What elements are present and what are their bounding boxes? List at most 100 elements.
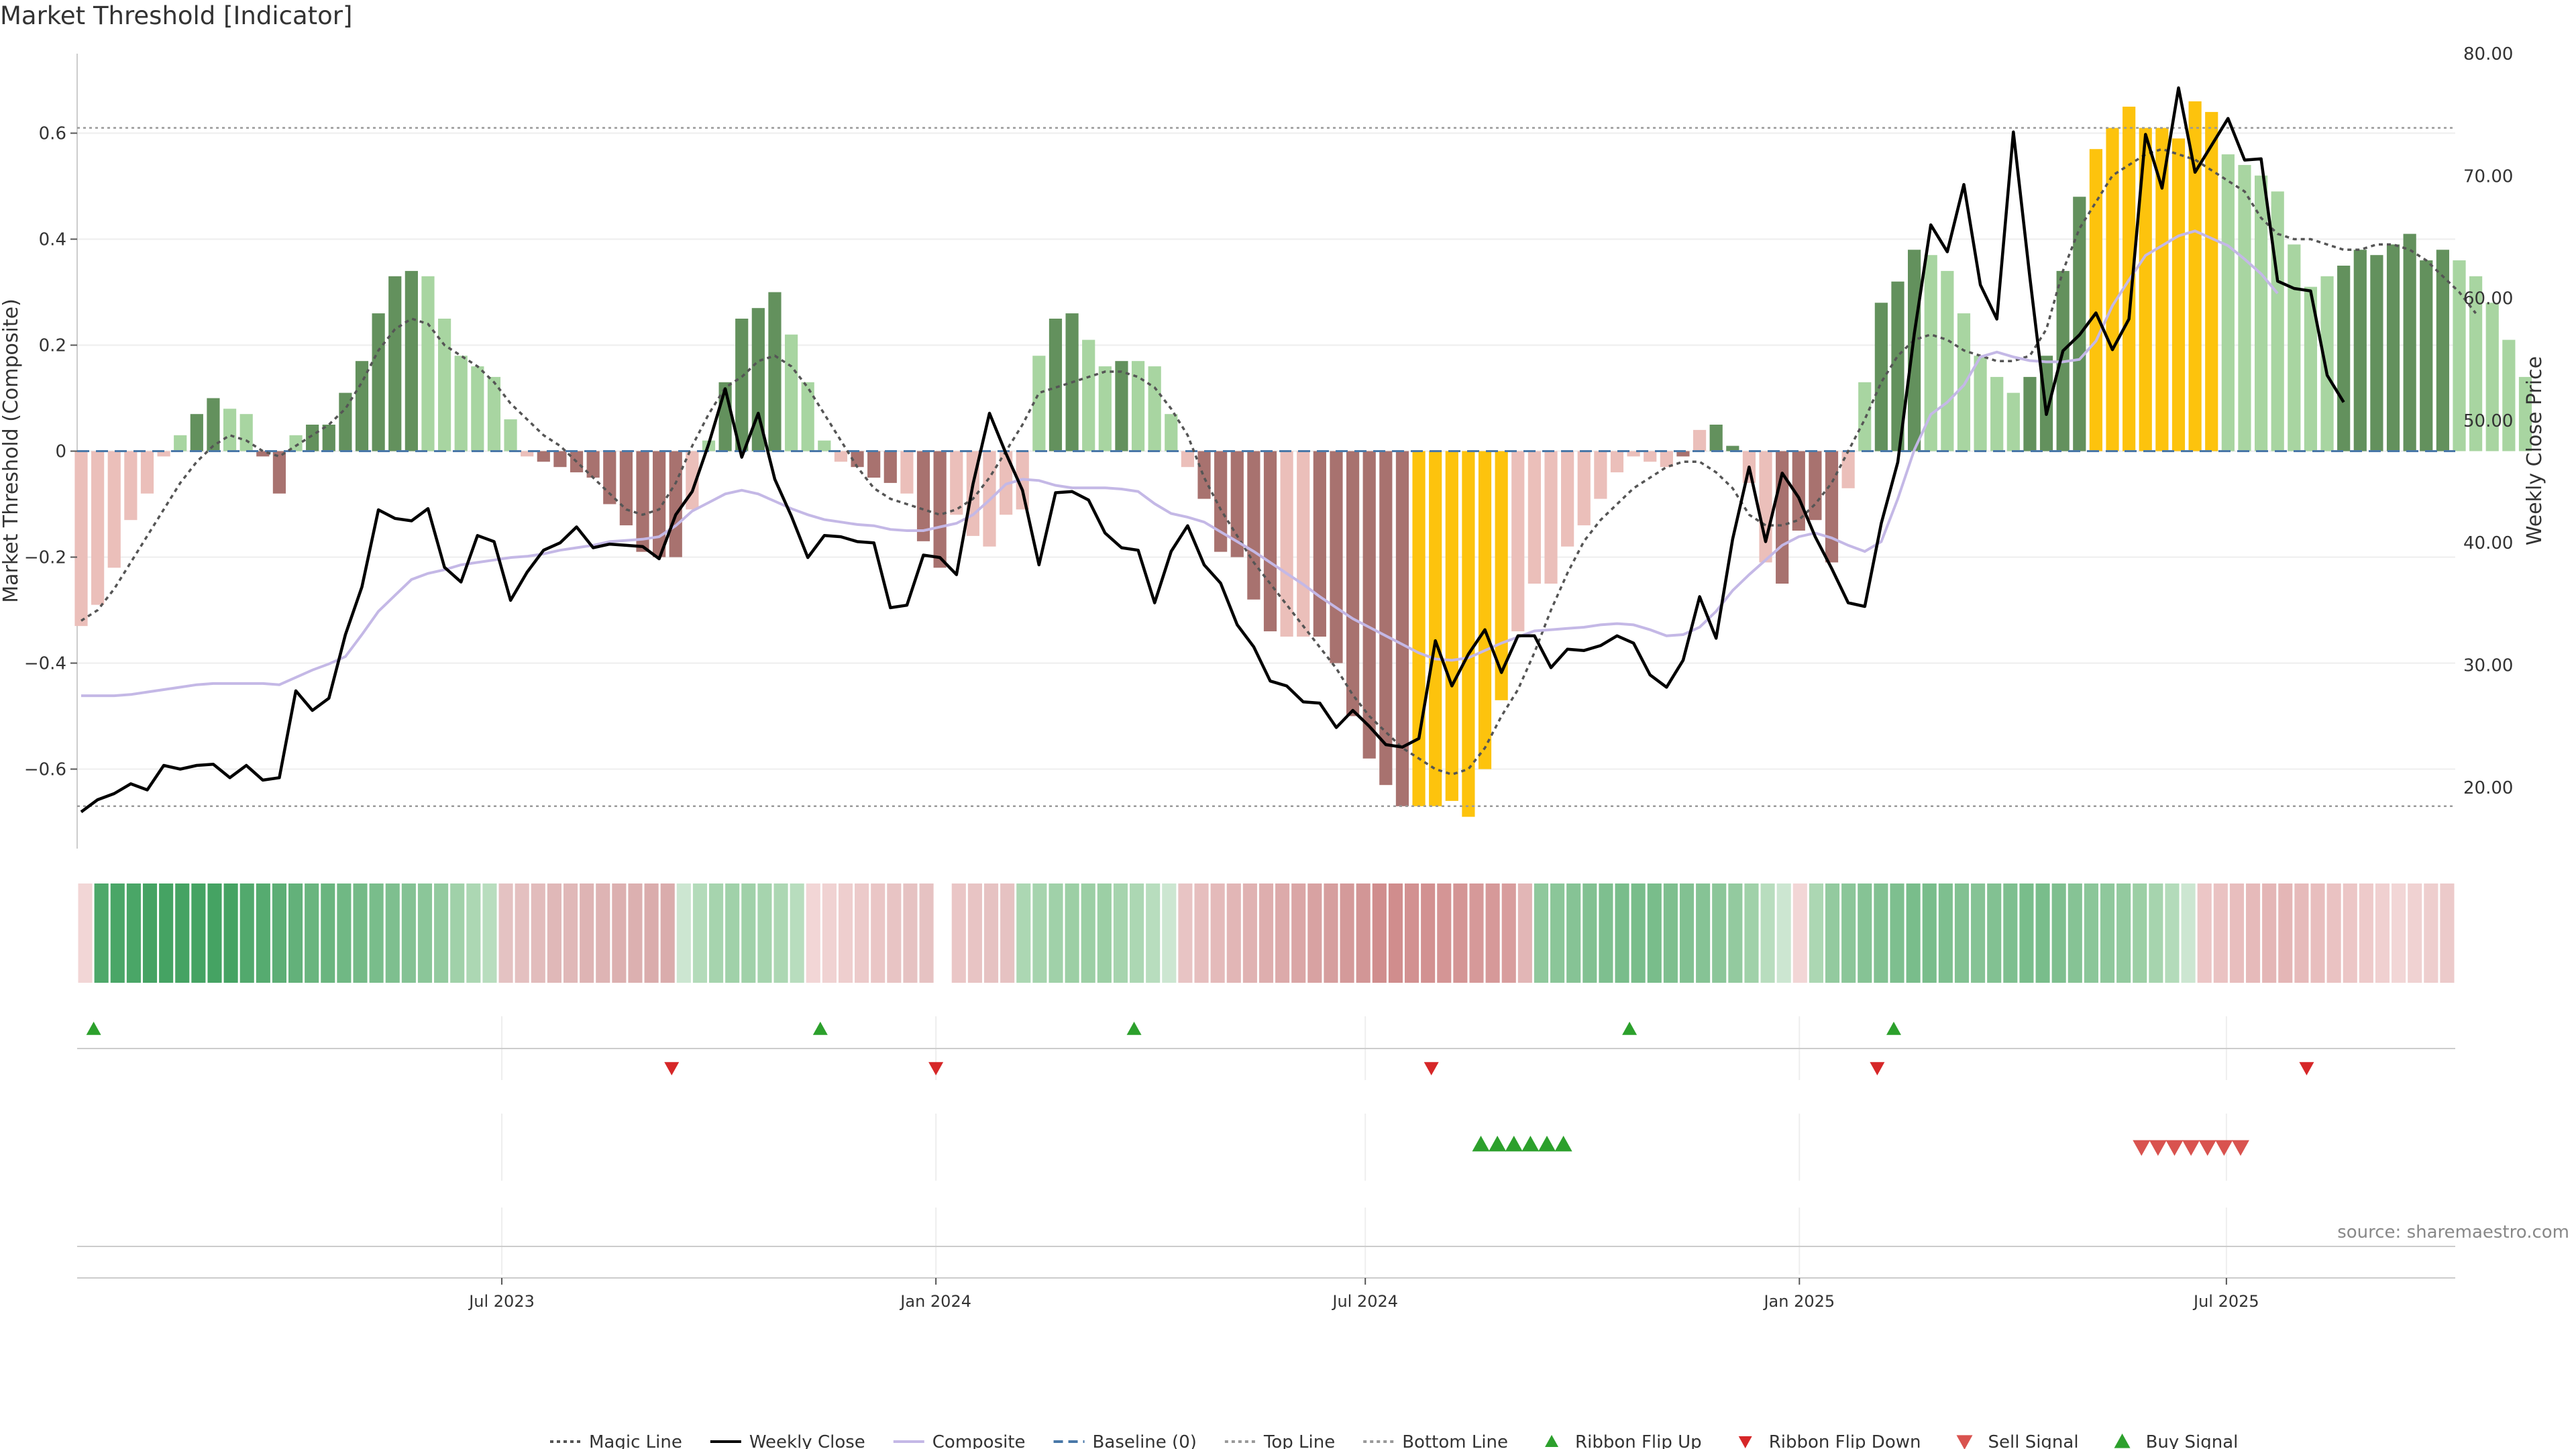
ribbon-cell	[628, 883, 643, 983]
composite-bar	[322, 425, 335, 451]
composite-bar	[2205, 111, 2218, 451]
legend-swatch	[1956, 1435, 1973, 1449]
composite-bar	[454, 356, 468, 451]
composite-bar	[107, 451, 121, 568]
composite-bar	[2370, 255, 2383, 451]
ribbon-cell	[1485, 883, 1500, 983]
composite-bar	[1841, 451, 1855, 488]
composite-bar	[2453, 260, 2466, 451]
weekly-close-line	[80, 86, 2345, 814]
ribbon-cell	[612, 883, 627, 983]
ribbon-cell	[2278, 883, 2293, 983]
y-tick-label-right: 80.00	[2463, 44, 2513, 64]
ribbon-cell	[2197, 883, 2212, 983]
ribbon-cell	[2343, 883, 2357, 983]
y-tick-label-left: −0.4	[24, 654, 66, 674]
legend-item: Ribbon Flip Down	[1738, 1432, 1921, 1449]
composite-bar	[1941, 270, 1954, 451]
ribbon-cell	[466, 883, 481, 983]
ribbon-cell	[1971, 883, 1986, 983]
composite-bar	[2221, 154, 2235, 451]
ribbon-cell	[2375, 883, 2390, 983]
ribbon-cell	[2003, 883, 2018, 983]
y-tick-label-left: 0.2	[39, 336, 66, 356]
buy-signal-marker	[1472, 1136, 1490, 1152]
ribbon-cell	[2133, 883, 2147, 983]
composite-bar	[421, 276, 435, 451]
ribbon-cell	[1615, 883, 1629, 983]
composite-bar	[900, 451, 914, 494]
composite-bar	[1478, 451, 1492, 769]
composite-bar	[1759, 451, 1772, 563]
composite-bar	[207, 398, 220, 451]
ribbon-cell	[1744, 883, 1759, 983]
sell-signal-marker	[2165, 1140, 2184, 1156]
composite-bar	[768, 292, 782, 451]
composite-bar	[2089, 149, 2103, 451]
composite-bar	[2485, 303, 2499, 451]
ribbon-cell	[321, 883, 335, 983]
y-tick-label-right: 30.00	[2463, 656, 2513, 676]
composite-bar	[1280, 451, 1293, 637]
ribbon-cell	[2424, 883, 2438, 983]
legend-swatch	[1545, 1435, 1559, 1447]
ribbon-flip-down-marker	[664, 1062, 680, 1075]
ribbon-cell	[1178, 883, 1193, 983]
ribbon-cell	[1065, 883, 1079, 983]
composite-bar	[1792, 451, 1805, 531]
ribbon-cell	[773, 883, 788, 983]
ribbon-cell	[1938, 883, 1953, 983]
composite-bar	[2023, 376, 2037, 451]
legend-label: Sell Signal	[1988, 1432, 2078, 1449]
composite-bar	[1165, 414, 1178, 451]
composite-bar	[1263, 451, 1277, 632]
composite-bar	[405, 270, 418, 451]
composite-bar	[1644, 451, 1657, 462]
legend-item: Buy Signal	[2114, 1432, 2238, 1449]
composite-bar	[553, 451, 567, 468]
composite-bar	[388, 276, 402, 451]
composite-bar	[2403, 233, 2416, 451]
x-tick-label: Jan 2024	[899, 1292, 971, 1311]
composite-bar	[1627, 451, 1640, 457]
ribbon-cell	[1517, 883, 1532, 983]
composite-bar	[1544, 451, 1558, 584]
ribbon-cell	[288, 883, 303, 983]
composite-bar	[2469, 276, 2483, 451]
ribbon-cell	[1097, 883, 1112, 983]
composite-bar	[735, 319, 749, 451]
composite-bar	[867, 451, 881, 478]
ribbon-cell	[272, 883, 287, 983]
composite-bar	[140, 451, 154, 494]
composite-bar	[2502, 339, 2516, 451]
ribbon-cell	[1679, 883, 1695, 983]
ribbon-cell	[1210, 883, 1225, 983]
ribbon-cell	[1647, 883, 1662, 983]
composite-bar	[1148, 366, 1161, 451]
ribbon-cell	[676, 883, 691, 983]
composite-bar	[537, 451, 550, 462]
y-axis-label-right: Weekly Close Price	[2523, 356, 2546, 545]
composite-bar	[1247, 451, 1260, 600]
ribbon-cell	[1258, 883, 1274, 983]
legend-item: Composite	[893, 1432, 1026, 1449]
ribbon-cell	[967, 883, 982, 983]
composite-bar	[1726, 445, 1739, 451]
buy-signal-marker	[1538, 1136, 1556, 1152]
composite-bar	[1511, 451, 1525, 632]
composite-bar	[801, 382, 814, 451]
composite-bar	[619, 451, 633, 526]
ribbon-cell	[919, 883, 934, 983]
ribbon-flip-down-marker	[928, 1062, 944, 1075]
ribbon-cell	[596, 883, 610, 983]
ribbon-cell	[547, 883, 561, 983]
ribbon-cell	[1922, 883, 1937, 983]
ribbon-cell	[644, 883, 659, 983]
ribbon-cell	[2229, 883, 2244, 983]
composite-bar	[1032, 356, 1046, 451]
sell-signal-marker	[2149, 1140, 2167, 1156]
legend-label: Ribbon Flip Up	[1575, 1432, 1702, 1449]
composite-bar	[1379, 451, 1393, 786]
ribbon-cell	[1162, 883, 1177, 983]
